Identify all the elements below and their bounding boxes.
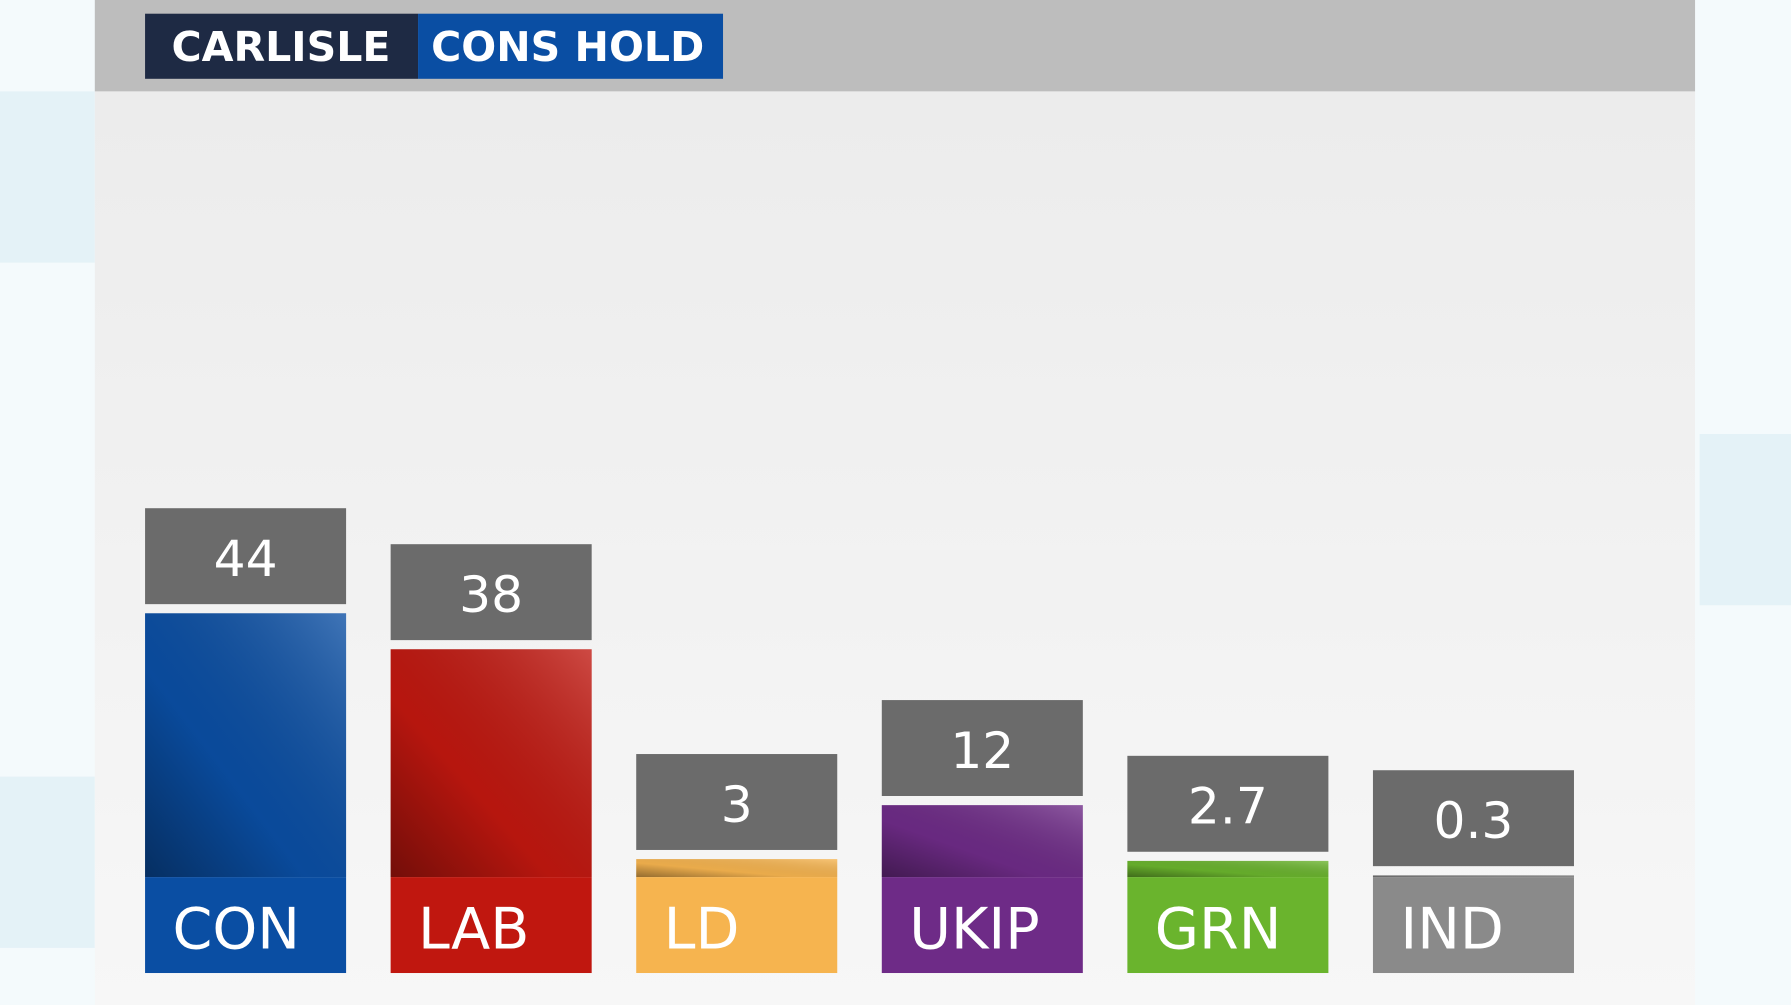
- category-box: [145, 877, 347, 974]
- value-label: 2.7: [1188, 777, 1268, 836]
- bar-shade: [145, 613, 347, 878]
- chart-title: CARLISLE: [171, 23, 390, 71]
- value-label: 3: [721, 775, 753, 834]
- bar-shade: [636, 859, 838, 878]
- value-box: [881, 700, 1083, 797]
- category-label: CON: [172, 897, 300, 963]
- subtitle-box: [418, 13, 724, 79]
- title-box: [145, 13, 419, 79]
- category-box: [881, 877, 1083, 974]
- value-box: [145, 508, 347, 605]
- value-label: 12: [950, 721, 1014, 780]
- category-label: IND: [1400, 897, 1504, 963]
- chart-subtitle: CONS HOLD: [431, 23, 704, 71]
- bar-shade: [1372, 875, 1574, 878]
- backdrop-tile: [0, 776, 95, 948]
- bar-shade: [881, 805, 1083, 878]
- category-label: LAB: [418, 897, 529, 963]
- value-box: [1127, 755, 1329, 852]
- backdrop-tile: [0, 91, 95, 263]
- value-box: [1372, 770, 1574, 867]
- category-label: UKIP: [909, 897, 1040, 963]
- category-box: [1127, 877, 1329, 974]
- value-label: 44: [214, 529, 278, 588]
- value-box: [390, 544, 592, 641]
- bar-shade: [1127, 860, 1329, 878]
- value-label: 38: [459, 565, 523, 624]
- category-box: [1372, 877, 1574, 974]
- bar-shade: [390, 649, 592, 878]
- value-box: [636, 754, 838, 850]
- category-box: [390, 877, 592, 974]
- value-label: 0.3: [1433, 791, 1513, 850]
- category-label: LD: [664, 897, 740, 963]
- backdrop-tile: [1699, 433, 1791, 606]
- category-box: [636, 877, 838, 974]
- category-label: GRN: [1155, 897, 1282, 963]
